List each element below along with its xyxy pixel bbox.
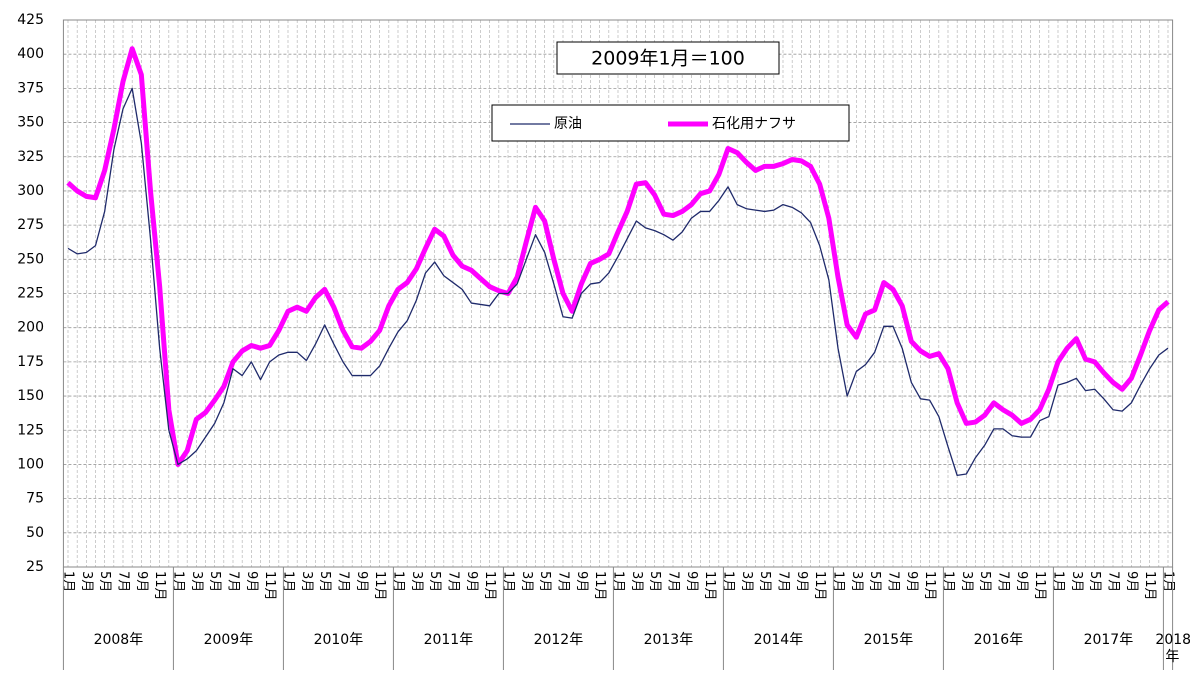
x-tick-label: 1月 [171, 571, 186, 592]
x-tick-label: 7月 [776, 571, 791, 592]
data-line [66, 46, 1170, 467]
group-label: 2017年 [1083, 632, 1134, 648]
y-tick-label: 25 [26, 559, 44, 575]
x-tick-label: 11月 [812, 571, 827, 601]
y-tick-label: 50 [26, 525, 44, 541]
group-label: 2008年 [93, 632, 144, 648]
x-tick-label: 5月 [647, 571, 662, 592]
y-tick-label: 325 [17, 149, 44, 165]
x-tick-label: 3月 [739, 571, 754, 592]
x-tick-label: 5月 [427, 571, 442, 592]
group-label: 2012年 [533, 632, 584, 648]
x-tick-label: 11月 [262, 571, 277, 601]
plot-frame [62, 19, 1174, 568]
x-tick-label: 1月 [61, 571, 76, 592]
x-tick-label: 9月 [574, 571, 589, 592]
y-tick-label: 250 [17, 251, 44, 267]
group-label: 2013年 [643, 632, 694, 648]
y-tick-label: 200 [17, 320, 44, 336]
x-tick-label: 1月 [1051, 571, 1066, 592]
group-label: 2010年 [313, 632, 364, 648]
y-tick-label: 125 [17, 422, 44, 438]
x-tick-label: 1月 [611, 571, 626, 592]
legend-label: 石化用ナフサ [712, 116, 796, 132]
y-tick-label: 425 [17, 12, 44, 28]
y-tick-label: 375 [17, 80, 44, 96]
x-tick-label: 1月 [391, 571, 406, 592]
x-tick-label: 5月 [757, 571, 772, 592]
x-tick-label: 7月 [1106, 571, 1121, 592]
x-tick-label: 9月 [1124, 571, 1139, 592]
y-tick-label: 350 [17, 115, 44, 131]
x-tick-label: 11月 [482, 571, 497, 601]
y-tick-label: 225 [17, 286, 44, 302]
annotation-box [556, 41, 780, 75]
y-tick-label: 150 [17, 388, 44, 404]
x-tick-label: 11月 [372, 571, 387, 601]
x-tick-label: 9月 [684, 571, 699, 592]
x-tick-label: 1月 [501, 571, 516, 592]
x-tick-label: 3月 [299, 571, 314, 592]
x-tick-label: 5月 [977, 571, 992, 592]
y-tick-label: 300 [17, 183, 44, 199]
x-tick-label: 9月 [794, 571, 809, 592]
x-tick-label: 1月 [941, 571, 956, 592]
x-tick-label: 5月 [1087, 571, 1102, 592]
group-label: 2014年 [753, 632, 804, 648]
x-tick-label: 7月 [996, 571, 1011, 592]
x-tick-label: 1月 [721, 571, 736, 592]
x-tick-label: 3月 [409, 571, 424, 592]
x-tick-label: 9月 [244, 571, 259, 592]
x-tick-label: 3月 [959, 571, 974, 592]
x-tick-label: 9月 [464, 571, 479, 592]
x-tick-label: 9月 [134, 571, 149, 592]
x-tick-label: 5月 [867, 571, 882, 592]
group-label: 2011年 [423, 632, 474, 648]
x-tick-label: 3月 [519, 571, 534, 592]
x-tick-label: 7月 [336, 571, 351, 592]
x-tick-label: 7月 [446, 571, 461, 592]
x-tick-label: 3月 [1069, 571, 1084, 592]
data-line [67, 87, 1169, 477]
y-tick-label: 175 [17, 354, 44, 370]
x-tick-label: 11月 [1032, 571, 1047, 601]
x-tick-label: 3月 [629, 571, 644, 592]
x-tick-label: 11月 [702, 571, 717, 601]
x-tick-label: 1月 [281, 571, 296, 592]
group-label: 2015年 [863, 632, 914, 648]
annotation: 2009年1月＝100 [591, 48, 745, 70]
x-tick-label: 5月 [537, 571, 552, 592]
x-tick-label: 5月 [207, 571, 222, 592]
x-tick-label: 7月 [116, 571, 131, 592]
y-tick-label: 100 [17, 456, 44, 472]
x-tick-label: 5月 [97, 571, 112, 592]
x-tick-label: 3月 [189, 571, 204, 592]
x-tick-label: 9月 [1014, 571, 1029, 592]
group-label: 2016年 [973, 632, 1024, 648]
y-tick-label: 400 [17, 46, 44, 62]
y-tick-label: 275 [17, 217, 44, 233]
x-tick-label: 7月 [666, 571, 681, 592]
x-tick-label: 7月 [226, 571, 241, 592]
x-tick-label: 3月 [849, 571, 864, 592]
x-tick-label: 11月 [1142, 571, 1157, 601]
group-label: 2009年 [203, 632, 254, 648]
x-tick-label: 11月 [592, 571, 607, 601]
x-tick-label: 9月 [904, 571, 919, 592]
x-tick-label: 1月 [831, 571, 846, 592]
x-tick-label: 11月 [152, 571, 167, 601]
x-tick-label: 7月 [886, 571, 901, 592]
group-label: 2018年 [1155, 632, 1190, 665]
x-tick-label: 11月 [922, 571, 937, 601]
x-tick-label: 7月 [556, 571, 571, 592]
x-tick-label: 3月 [79, 571, 94, 592]
x-tick-label: 1月 [1161, 571, 1176, 592]
legend-label: 原油 [554, 116, 582, 132]
y-tick-label: 75 [26, 491, 44, 507]
x-tick-label: 5月 [317, 571, 332, 592]
x-tick-label: 9月 [354, 571, 369, 592]
